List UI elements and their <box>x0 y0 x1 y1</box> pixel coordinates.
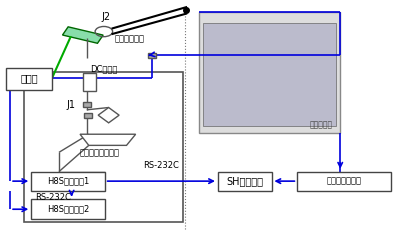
Text: 油圧弁: 油圧弁 <box>20 74 38 84</box>
Bar <box>6 68 52 90</box>
Polygon shape <box>80 134 136 145</box>
Bar <box>31 172 105 191</box>
Text: SHマイコン: SHマイコン <box>226 176 263 186</box>
Text: 油圧シリンダ: 油圧シリンダ <box>114 35 144 43</box>
Bar <box>199 12 340 133</box>
Bar <box>218 172 272 191</box>
Text: ポテンショメータ: ポテンショメータ <box>80 148 120 157</box>
Text: DCモータ: DCモータ <box>90 64 117 73</box>
Text: RS-232C: RS-232C <box>143 161 179 170</box>
Bar <box>297 172 391 191</box>
Bar <box>24 72 182 223</box>
Text: H8Sマイコン1: H8Sマイコン1 <box>47 177 89 186</box>
Bar <box>83 73 96 91</box>
Text: J1: J1 <box>66 100 76 110</box>
Text: J2: J2 <box>101 12 110 22</box>
Bar <box>83 102 91 107</box>
Bar <box>62 27 103 43</box>
Text: RS-232C: RS-232C <box>35 193 71 202</box>
Polygon shape <box>98 108 119 123</box>
Bar <box>84 113 92 118</box>
Text: 画像取込ボード: 画像取込ボード <box>326 177 362 186</box>
Text: 小型カメラ: 小型カメラ <box>309 120 332 129</box>
Bar <box>148 53 156 58</box>
Bar <box>203 24 336 126</box>
Text: H8Sマイコン2: H8Sマイコン2 <box>47 204 89 213</box>
Bar <box>31 200 105 219</box>
